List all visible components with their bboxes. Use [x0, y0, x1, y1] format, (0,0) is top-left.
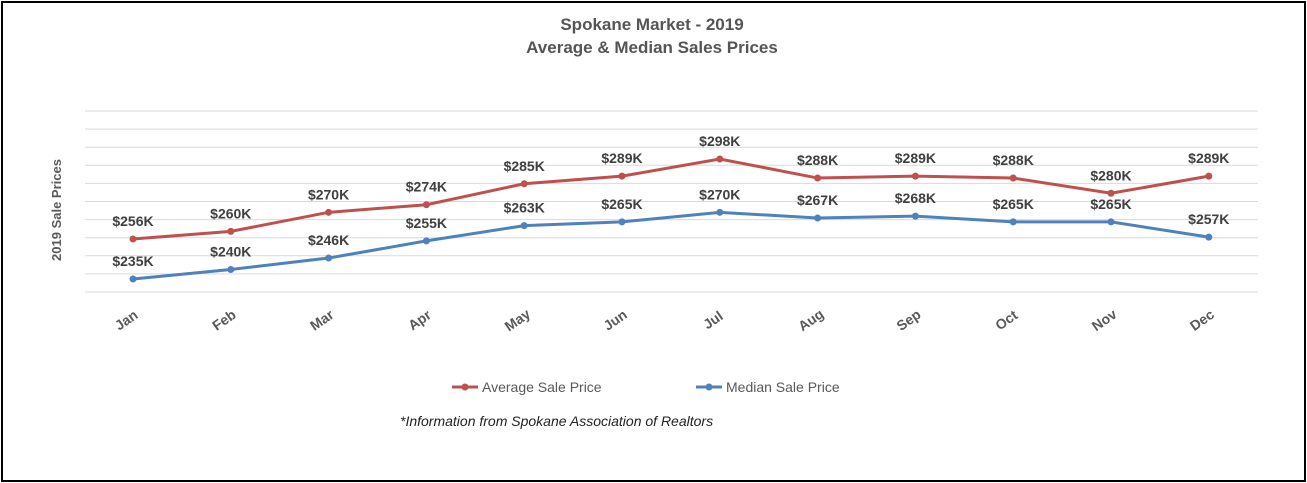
data-point-average: [1205, 172, 1213, 180]
data-point-median: [716, 208, 724, 216]
x-tick-label: Mar: [307, 306, 337, 334]
data-label-median: $268K: [895, 190, 936, 206]
legend-median-marker: [705, 383, 713, 391]
legend-median-label: Median Sale Price: [726, 379, 840, 395]
data-label-median: $263K: [504, 200, 545, 216]
data-label-average: $256K: [112, 213, 153, 229]
data-point-average: [814, 174, 822, 182]
data-label-average: $285K: [504, 158, 545, 174]
data-point-median: [1107, 218, 1115, 226]
series-group: $256K $260K $270K $274K $285K $289K $298K $288K…: [112, 133, 1229, 283]
x-tick-label: May: [502, 305, 534, 334]
data-label-average: $288K: [993, 152, 1034, 168]
legend: Average Sale Price Median Sale Price: [452, 379, 840, 395]
x-tick-label: Oct: [992, 306, 1021, 333]
legend-average-marker: [461, 383, 469, 391]
data-point-median: [814, 214, 822, 222]
x-tick-label: Apr: [405, 306, 434, 333]
x-tick-label: Jun: [600, 306, 630, 333]
data-label-median: $267K: [797, 192, 838, 208]
y-axis-label: 2019 Sale Prices: [49, 159, 64, 261]
x-tick-label: Dec: [1187, 306, 1217, 334]
data-label-median: $235K: [112, 253, 153, 269]
data-point-median: [325, 254, 333, 262]
data-point-median: [520, 222, 528, 230]
data-label-average: $260K: [210, 205, 251, 221]
series-line-average: [132, 157, 1210, 241]
data-point-average: [716, 155, 724, 163]
data-point-average: [911, 172, 919, 180]
data-label-median: $255K: [406, 215, 447, 231]
data-label-average: $289K: [1188, 150, 1229, 166]
data-point-median: [227, 265, 235, 273]
data-point-median: [618, 218, 626, 226]
data-label-average: $288K: [797, 152, 838, 168]
data-label-median: $265K: [993, 196, 1034, 212]
data-label-average: $298K: [699, 133, 740, 149]
data-point-average: [227, 227, 235, 235]
data-point-average: [1107, 189, 1115, 197]
data-label-average: $270K: [308, 186, 349, 202]
data-point-median: [1009, 218, 1017, 226]
x-tick-label: Jan: [112, 306, 141, 333]
x-axis-ticks: Jan Feb Mar Apr May Jun Jul Aug Sep Oct Nov Dec: [112, 305, 1218, 334]
data-label-median: $240K: [210, 243, 251, 259]
x-tick-label: Aug: [795, 306, 826, 335]
chart-title: Spokane Market - 2019: [560, 15, 743, 34]
data-point-median: [422, 237, 430, 245]
data-label-median: $270K: [699, 186, 740, 202]
data-label-average: $274K: [406, 179, 447, 195]
legend-average-label: Average Sale Price: [482, 379, 602, 395]
data-point-average: [618, 172, 626, 180]
chart-subtitle: Average & Median Sales Prices: [526, 38, 778, 57]
data-label-average: $289K: [601, 150, 642, 166]
data-point-median: [1205, 233, 1213, 241]
x-tick-label: Nov: [1089, 306, 1120, 334]
data-label-median: $246K: [308, 232, 349, 248]
data-point-average: [325, 208, 333, 216]
data-label-average: $280K: [1090, 167, 1131, 183]
data-label-median: $265K: [601, 196, 642, 212]
x-tick-label: Sep: [893, 306, 923, 334]
data-label-median: $257K: [1188, 211, 1229, 227]
data-label-median: $265K: [1090, 196, 1131, 212]
series-line-median: [132, 210, 1210, 281]
x-tick-label: Jul: [700, 308, 726, 333]
data-label-average: $289K: [895, 150, 936, 166]
x-tick-label: Feb: [209, 306, 239, 333]
footnote: *Information from Spokane Association of…: [400, 413, 713, 429]
data-point-average: [520, 180, 528, 188]
data-point-average: [1009, 174, 1017, 182]
data-point-median: [129, 275, 137, 283]
data-point-median: [911, 212, 919, 220]
data-point-average: [129, 235, 137, 243]
gridlines: [85, 110, 1258, 293]
data-point-average: [422, 201, 430, 209]
